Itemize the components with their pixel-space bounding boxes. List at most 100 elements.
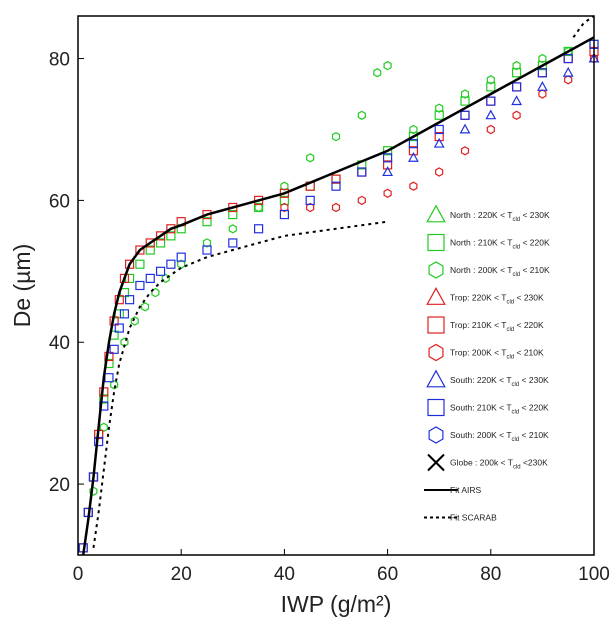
data-point [409, 124, 418, 135]
legend-entry-sub: cld [506, 355, 514, 361]
data-point [141, 302, 150, 312]
data-point [383, 60, 392, 71]
data-point [155, 266, 166, 276]
fit-layer [81, 15, 595, 556]
legend-entry-name: Fit AIRS [450, 485, 482, 495]
y-tick-label: 80 [49, 50, 70, 71]
data-point [130, 316, 139, 326]
legend-entry-tail: < 210K [520, 265, 550, 275]
legend-marker [426, 369, 446, 388]
legend-marker [426, 287, 446, 305]
data-point [280, 202, 289, 213]
x-tick-label: 60 [377, 564, 398, 585]
legend-entry-name: Trop: 220K < T [450, 293, 506, 303]
data-point [104, 351, 114, 362]
data-point [562, 66, 574, 77]
legend-entry-label: Trop: 220K < Tcld < 230K [450, 293, 544, 306]
axis-layer: 0 20 40 60 80 100 20 40 60 80 [49, 50, 610, 585]
data-point [511, 68, 522, 78]
data-point [408, 139, 418, 149]
y-tick-label: 60 [49, 191, 70, 212]
data-point [460, 89, 470, 99]
legend-entry-tail: < 210K [514, 348, 544, 358]
legend-entry-name: South: 200K < T [450, 430, 512, 440]
data-point [119, 273, 130, 284]
legend-marker [427, 316, 445, 334]
legend-entry-sub: cld [513, 465, 521, 471]
data-point [166, 231, 176, 241]
data-point [460, 96, 470, 106]
data-point [408, 131, 418, 142]
data-point [145, 238, 155, 248]
fit-airs-line [81, 36, 595, 556]
legend-entry-name: North : 200K < T [450, 265, 512, 275]
data-point [331, 181, 341, 191]
legend-marker [426, 204, 446, 223]
data-point [99, 422, 108, 432]
data-point [176, 252, 186, 262]
data-point [512, 110, 521, 120]
data-point [537, 61, 548, 71]
legend-entry-sub: cld [506, 327, 514, 333]
data-point [202, 238, 212, 248]
legend-entry-tail: < 220K [514, 320, 544, 330]
legend-entry-label: Trop: 210K < Tcld < 220K [450, 320, 544, 333]
data-point [435, 167, 444, 177]
data-point [536, 81, 548, 91]
legend-entry-tail: < 230K [519, 375, 549, 385]
data-point [202, 217, 212, 227]
data-point [373, 68, 382, 78]
x-tick-label: 0 [73, 564, 84, 585]
plot-frame [77, 15, 595, 556]
legend-entry-label: Fit SCARAB [450, 513, 497, 523]
legend-marker [427, 233, 445, 252]
data-point [124, 295, 135, 305]
legend-entry-sub: cld [512, 245, 520, 251]
x-tick-label: 20 [171, 564, 192, 585]
data-point [135, 259, 145, 269]
legend-entry-sub: cld [512, 272, 520, 278]
x-axis-title: IWP (g/m²) [281, 591, 392, 617]
legend-entry-name: Trop: 200K < T [450, 348, 506, 358]
legend-entry-sub: cld [512, 437, 520, 443]
data-point [166, 259, 176, 269]
data-point [109, 344, 119, 354]
legend-entry-sub: cld [506, 300, 514, 306]
legend-marker [427, 398, 445, 417]
legend-entry-tail: <230K [521, 458, 549, 468]
data-point [331, 202, 341, 213]
data-point [135, 280, 145, 291]
data-point [435, 103, 444, 113]
legend-background [418, 196, 588, 530]
legend-entry-name: South: 210K < T [450, 403, 512, 413]
x-tick-label: 80 [480, 564, 501, 585]
data-point [563, 53, 573, 64]
legend-entry-label: South: 210K < Tcld < 220K [450, 403, 549, 416]
data-point [357, 195, 366, 206]
data-point [460, 146, 470, 156]
data-point [383, 188, 392, 198]
data-point [434, 110, 444, 120]
y-axis-title: De (µm) [9, 244, 35, 328]
data-point [537, 68, 548, 78]
legend-entry-tail: < 210K [519, 430, 549, 440]
data-point [254, 202, 263, 213]
data-point [511, 95, 523, 106]
data-point [202, 245, 212, 255]
legend-entry-name: North : 220K < T [450, 210, 512, 220]
data-point [331, 174, 341, 184]
legend-entry-label: Globe : 200k < Tcld <230K [450, 458, 548, 471]
data-point [460, 110, 470, 120]
data-point [254, 224, 264, 234]
legend-marker [428, 261, 444, 279]
data-point [512, 60, 521, 71]
data-point [434, 131, 444, 142]
data-point [155, 238, 166, 248]
data-point [89, 486, 98, 496]
data-point [119, 309, 130, 319]
data-point [383, 160, 393, 170]
data-point [407, 151, 419, 162]
fit-scarab-line [92, 220, 388, 549]
